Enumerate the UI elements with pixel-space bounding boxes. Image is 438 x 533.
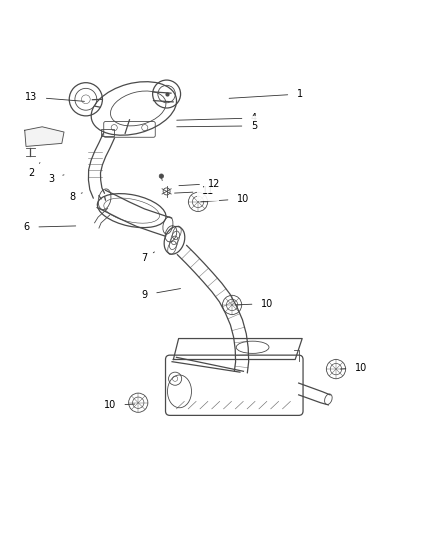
Text: 10: 10 [236, 298, 273, 309]
Polygon shape [25, 127, 64, 147]
Text: 10: 10 [104, 400, 134, 410]
Text: 13: 13 [25, 92, 85, 102]
Text: 3: 3 [48, 174, 64, 184]
Bar [101, 128, 114, 136]
Text: 11: 11 [174, 187, 214, 196]
Text: 8: 8 [70, 192, 82, 201]
Text: 12: 12 [179, 179, 221, 189]
Text: 1: 1 [229, 89, 303, 99]
Circle shape [159, 174, 163, 179]
Text: 10: 10 [340, 363, 367, 373]
Text: 9: 9 [142, 288, 180, 300]
Text: 2: 2 [28, 163, 40, 177]
Text: 10: 10 [201, 194, 249, 204]
Text: 4: 4 [177, 113, 257, 123]
Text: 6: 6 [24, 222, 76, 232]
Text: 5: 5 [177, 121, 257, 131]
Text: 7: 7 [141, 252, 155, 263]
